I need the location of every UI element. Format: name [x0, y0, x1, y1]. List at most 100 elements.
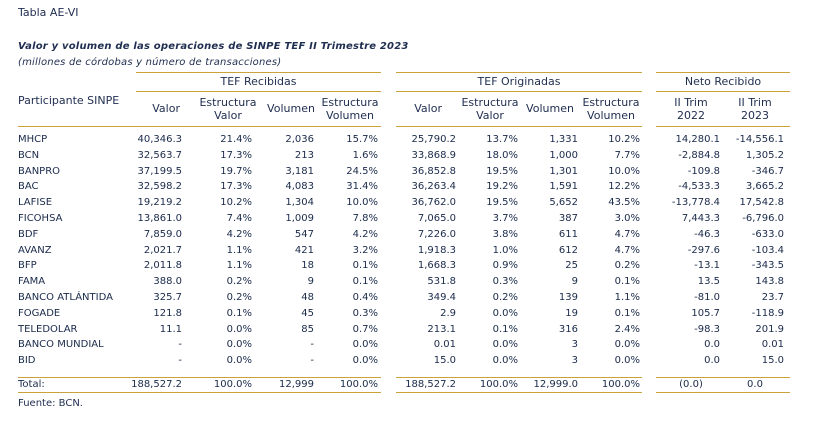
table-cell: -13,778.4	[671, 197, 720, 209]
table-cell: -	[310, 339, 314, 351]
table-cell: 7,443.3	[681, 213, 720, 224]
header-trim-2022: II Trim 2022	[662, 96, 720, 122]
table-cell: 19,219.2	[137, 197, 182, 209]
total-cell: 100.0%	[213, 379, 252, 390]
table-cell: 0.0%	[226, 355, 252, 367]
table-cell: 7.8%	[352, 213, 378, 224]
table-title: Valor y volumen de las operaciones de SI…	[18, 41, 409, 52]
table-cell: 10.2%	[220, 197, 252, 209]
participant-name: MHCP	[18, 134, 48, 145]
table-cell: 0.2%	[226, 292, 252, 303]
table-row: BID - 0.0% - 0.0% 15.0 0.0% 3 0.0% 0.0 15.0	[0, 353, 816, 369]
table-cell: 0.3%	[492, 276, 518, 288]
header-estructura-volumen-originadas: Estructura Volumen	[578, 96, 644, 122]
table-cell: 2,011.8	[143, 260, 182, 272]
table-cell: 13,861.0	[137, 213, 182, 224]
total-cell: 188,527.2	[405, 379, 456, 390]
participant-name: LAFISE	[18, 197, 53, 209]
table-cell: 0.2%	[492, 292, 518, 303]
table-cell: 547	[294, 228, 314, 240]
table-cell: 10.2%	[608, 134, 640, 145]
table-cell: 21.4%	[220, 134, 252, 145]
header-trim-2023: II Trim 2023	[726, 96, 784, 122]
table-cell: 349.4	[427, 292, 456, 303]
table-cell: 1.0%	[492, 244, 518, 256]
table-cell: 33,868.9	[411, 149, 456, 161]
table-cell: 48	[301, 292, 314, 303]
table-cell: 2.9	[440, 307, 456, 319]
table-cell: 2.4%	[614, 323, 640, 335]
total-cell: 0.0	[747, 379, 763, 390]
table-row: BANCO ATLÁNTIDA 325.7 0.2% 48 0.4% 349.4 0.2% 1…	[0, 290, 816, 306]
table-cell: 43.5%	[608, 197, 640, 209]
table-cell: 5,652	[549, 197, 578, 209]
table-cell: 17.3%	[220, 149, 252, 161]
table-cell: -297.6	[687, 244, 720, 256]
group-neto-recibido: Neto Recibido	[656, 72, 790, 92]
table-cell: 31.4%	[346, 181, 378, 193]
table-cell: 1.1%	[226, 244, 252, 256]
table-cell: 4.7%	[614, 228, 640, 240]
table-cell: 3.0%	[614, 213, 640, 224]
participant-name: BFP	[18, 260, 37, 272]
table-cell: 4.2%	[226, 228, 252, 240]
header-line: Estructura	[461, 96, 519, 109]
table-row: LAFISE 19,219.2 10.2% 1,304 10.0% 36,762.0 19.…	[0, 195, 816, 211]
table-cell: -6,796.0	[742, 213, 784, 224]
table-cell: 0.2%	[614, 260, 640, 272]
total-label: Total:	[18, 379, 45, 390]
header-line: Estructura	[582, 96, 640, 109]
table-cell: 1,000	[549, 149, 578, 161]
table-cell: 0.9%	[492, 260, 518, 272]
table-cell: -118.9	[751, 307, 784, 319]
table-cell: 1,591	[549, 181, 578, 193]
participant-name: TELEDOLAR	[18, 323, 78, 335]
table-cell: 531.8	[427, 276, 456, 288]
table-cell: 611	[558, 228, 578, 240]
table-cell: 0.0%	[614, 339, 640, 351]
total-cell: 12,999.0	[533, 379, 578, 390]
table-cell: 7,065.0	[417, 213, 456, 224]
group-tef-recibidas: TEF Recibidas	[136, 72, 381, 92]
table-cell: 325.7	[153, 292, 182, 303]
total-cell: 12,999	[279, 379, 314, 390]
table-cell: 23.7	[761, 292, 784, 303]
table-cell: -103.4	[751, 244, 784, 256]
table-cell: 1,301	[549, 165, 578, 177]
table-cell: 143.8	[755, 276, 784, 288]
header-line: II Trim	[738, 96, 772, 109]
participant-name: FOGADE	[18, 307, 61, 319]
table-cell: 0.1%	[352, 260, 378, 272]
participant-name: BCN	[18, 149, 40, 161]
header-valor-originadas: Valor	[414, 102, 442, 115]
table-cell: 388.0	[153, 276, 182, 288]
header-line: 2022	[677, 109, 705, 122]
header-line: Valor	[214, 109, 242, 122]
table-cell: 1.1%	[226, 260, 252, 272]
table-units: (millones de córdobas y número de transa…	[18, 57, 282, 68]
table-cell: 1,305.2	[745, 149, 784, 161]
source-note: Fuente: BCN.	[18, 398, 83, 409]
table-cell: 13.5	[697, 276, 720, 288]
table-cell: 18.0%	[486, 149, 518, 161]
total-rule-left-bottom	[18, 392, 381, 393]
total-rule-middle-bottom	[396, 392, 642, 393]
table-cell: 25	[565, 260, 578, 272]
table-cell: 4.7%	[614, 244, 640, 256]
table-cell: 1.6%	[352, 149, 378, 161]
table-cell: 105.7	[691, 307, 720, 319]
table-cell: 12.2%	[608, 181, 640, 193]
header-line: II Trim	[674, 96, 708, 109]
header-rule-right	[656, 126, 790, 127]
table-cell: 3.2%	[352, 244, 378, 256]
table-cell: 0.0%	[226, 339, 252, 351]
table-id: Tabla AE-VI	[18, 6, 79, 19]
total-rule-left	[18, 377, 381, 378]
table-cell: -343.5	[751, 260, 784, 272]
table-cell: -346.7	[751, 165, 784, 177]
table-row: FAMA 388.0 0.2% 9 0.1% 531.8 0.3% 9 0.1% 13.5 143.…	[0, 274, 816, 290]
participant-name: BID	[18, 355, 36, 367]
table-row: MHCP 40,346.3 21.4% 2,036 15.7% 25,790.2 13.7%…	[0, 132, 816, 148]
table-cell: 3.7%	[492, 213, 518, 224]
table-cell: 0.01	[761, 339, 784, 351]
